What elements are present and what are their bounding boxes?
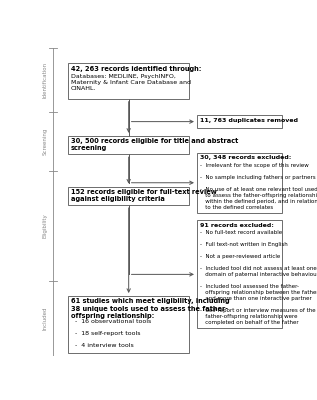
Text: -  16 observational tools

  -  18 self-report tools

  -  4 interview tools: - 16 observational tools - 18 self-repor… — [71, 319, 151, 348]
Text: 42, 263 records identified through:: 42, 263 records identified through: — [71, 66, 201, 72]
Text: Databases: MEDLINE, PsychINFO,
Maternity & Infant Care Database and
CINAHL.: Databases: MEDLINE, PsychINFO, Maternity… — [71, 74, 191, 91]
Text: 61 studies which meet eligibility, including
38 unique tools used to assess the : 61 studies which meet eligibility, inclu… — [71, 298, 230, 319]
FancyBboxPatch shape — [68, 64, 190, 99]
Text: -  Irrelevant for the scope of this review

-  No sample including fathers or pa: - Irrelevant for the scope of this revie… — [200, 163, 317, 210]
Text: 91 records excluded:: 91 records excluded: — [200, 223, 274, 228]
Text: Included: Included — [43, 306, 48, 330]
FancyBboxPatch shape — [197, 220, 281, 328]
Text: -  No full-text record available

-  Full text-not written in English

-  Not a : - No full-text record available - Full t… — [200, 230, 317, 326]
FancyBboxPatch shape — [68, 296, 190, 353]
Text: 152 records eligible for full-text review
against eligibility criteria: 152 records eligible for full-text revie… — [71, 189, 217, 202]
FancyBboxPatch shape — [68, 136, 190, 154]
Text: Screening: Screening — [43, 128, 48, 155]
FancyBboxPatch shape — [197, 115, 281, 128]
FancyBboxPatch shape — [68, 186, 190, 205]
Text: 11, 763 duplicates removed: 11, 763 duplicates removed — [200, 118, 298, 123]
Text: Eligibility: Eligibility — [43, 214, 48, 238]
Text: 30, 500 records eligible for title and abstract
screening: 30, 500 records eligible for title and a… — [71, 138, 238, 152]
Text: Identification: Identification — [43, 62, 48, 98]
FancyBboxPatch shape — [197, 153, 281, 213]
Text: 30, 348 records excluded:: 30, 348 records excluded: — [200, 155, 291, 160]
